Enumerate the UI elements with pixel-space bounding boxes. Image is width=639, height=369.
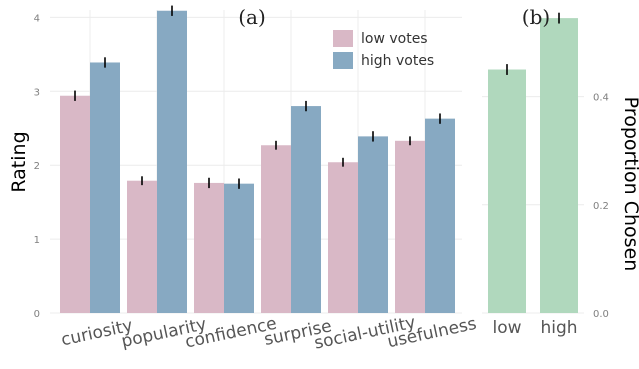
y-tick-label-b-0: 0.0 (593, 309, 609, 320)
y-tick-label-0: 0 (34, 309, 40, 320)
y-axis-title: Rating (8, 131, 30, 192)
y-tick-label-b-1: 0.2 (593, 201, 609, 212)
panel-b: 0.0 0.2 0.4 Proportion Chosen low high (b) (482, 5, 639, 338)
bar-usefulness-low (395, 140, 425, 313)
y-tick-label-b-2: 0.4 (593, 93, 609, 104)
y-tick-label-2: 2 (34, 161, 40, 172)
bar-social-utility-high (358, 136, 388, 313)
bar-high (540, 18, 578, 314)
bar-popularity-high (157, 10, 187, 314)
panel-a: 01234Ratingcuriositypopularityconfidence… (8, 5, 478, 354)
legend-label-high: high votes (361, 53, 434, 69)
bar-low (488, 69, 526, 314)
bar-confidence-low (194, 182, 224, 313)
bar-confidence-high (224, 183, 254, 313)
panel-label-b: (b) (522, 5, 550, 29)
bar-usefulness-high (425, 118, 455, 313)
bar-popularity-low (127, 180, 157, 313)
bar-surprise-high (291, 106, 321, 313)
x-tick-label-high: high (540, 318, 577, 338)
y-axis-title-b: Proportion Chosen (620, 97, 639, 272)
y-tick-label-1: 1 (34, 235, 40, 246)
bar-surprise-low (261, 145, 291, 313)
y-tick-label-4: 4 (34, 13, 40, 24)
legend-swatch-low (333, 30, 353, 47)
x-tick-label-low: low (492, 318, 521, 338)
bar-curiosity-low (60, 95, 90, 313)
y-tick-label-3: 3 (34, 87, 40, 98)
legend-label-low: low votes (361, 31, 428, 47)
bar-curiosity-high (90, 62, 120, 313)
panel-label-a: (a) (238, 5, 266, 29)
bar-social-utility-low (328, 162, 358, 313)
legend-swatch-high (333, 52, 353, 69)
